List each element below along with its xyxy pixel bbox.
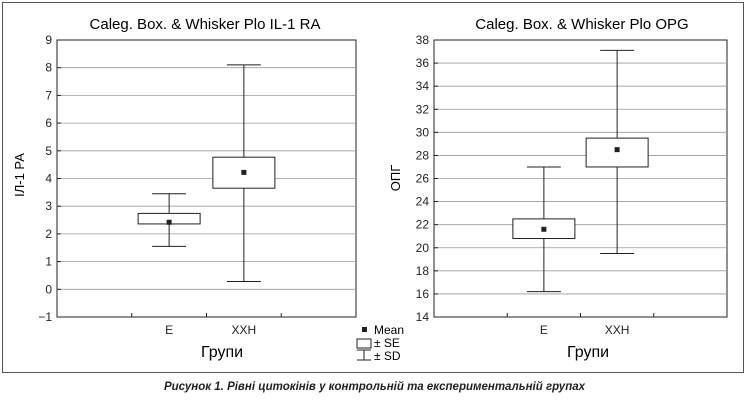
y-tick-label-opg: 22 [416,218,430,232]
y-tick-label-il1ra: 2 [45,227,52,241]
legend-sd-whisker-icon [357,349,371,361]
chart-title-il1ra: Caleg. Box. & Whisker Plo IL-1 RA [90,16,321,33]
legend: Mean ± SE ± SD [356,323,404,363]
figure-caption: Рисунок 1. Рівні цитокінів у контрольній… [163,381,586,393]
y-tick-label-il1ra: 5 [45,144,52,158]
y-tick-label-opg: 30 [416,125,430,139]
y-tick-label-opg: 20 [416,241,430,255]
y-axis-label-il1ra: ІЛ-1 РА [12,153,27,197]
figure-frame [2,2,744,373]
x-axis-label-opg: Групи [567,344,609,361]
x-axis-label-il1ra: Групи [201,344,243,361]
y-tick-label-il1ra: −1 [38,310,52,324]
mean-marker-il1ra-1 [166,219,172,225]
y-tick-label-il1ra: 8 [45,61,52,75]
x-tick-label-il1ra: ХХН [232,323,257,337]
y-tick-label-il1ra: 3 [45,199,52,213]
y-tick-label-opg: 32 [416,102,430,116]
y-tick-label-il1ra: 7 [45,88,52,102]
y-tick-label-opg: 24 [416,195,430,209]
y-tick-label-opg: 34 [416,79,430,93]
mean-marker-opg-1 [541,226,547,232]
y-tick-label-opg: 28 [416,148,430,162]
y-tick-label-il1ra: 4 [45,172,52,186]
y-tick-label-opg: 16 [416,287,430,301]
mean-marker-opg-2 [614,147,620,153]
legend-sd-label: ± SD [374,349,401,363]
chart-title-opg: Caleg. Box. & Whisker Plo OPG [475,16,688,33]
y-tick-label-il1ra: 9 [45,33,52,47]
legend-mean-label: Mean [374,323,404,337]
charts-canvas: Caleg. Box. & Whisker Plo IL-1 RA Групи … [12,16,728,363]
y-tick-label-il1ra: 6 [45,116,52,130]
y-tick-label-opg: 26 [416,172,430,186]
legend-mean-marker [362,327,367,332]
x-tick-label-opg: ХХН [605,323,630,337]
legend-se-label: ± SE [374,336,400,350]
legend-se-box [356,338,372,349]
mean-marker-il1ra-2 [241,169,247,175]
y-tick-label-opg: 18 [416,264,430,278]
y-tick-label-opg: 38 [416,33,430,47]
y-tick-label-opg: 14 [416,310,430,324]
y-tick-label-il1ra: 1 [45,255,52,269]
y-axis-label-opg: ОПГ [388,165,403,192]
x-tick-label-opg: Е [540,323,548,337]
y-tick-label-opg: 36 [416,56,430,70]
se-box-opg-2 [585,137,649,168]
x-tick-label-il1ra: Е [165,323,173,337]
y-tick-label-il1ra: 0 [45,282,52,296]
